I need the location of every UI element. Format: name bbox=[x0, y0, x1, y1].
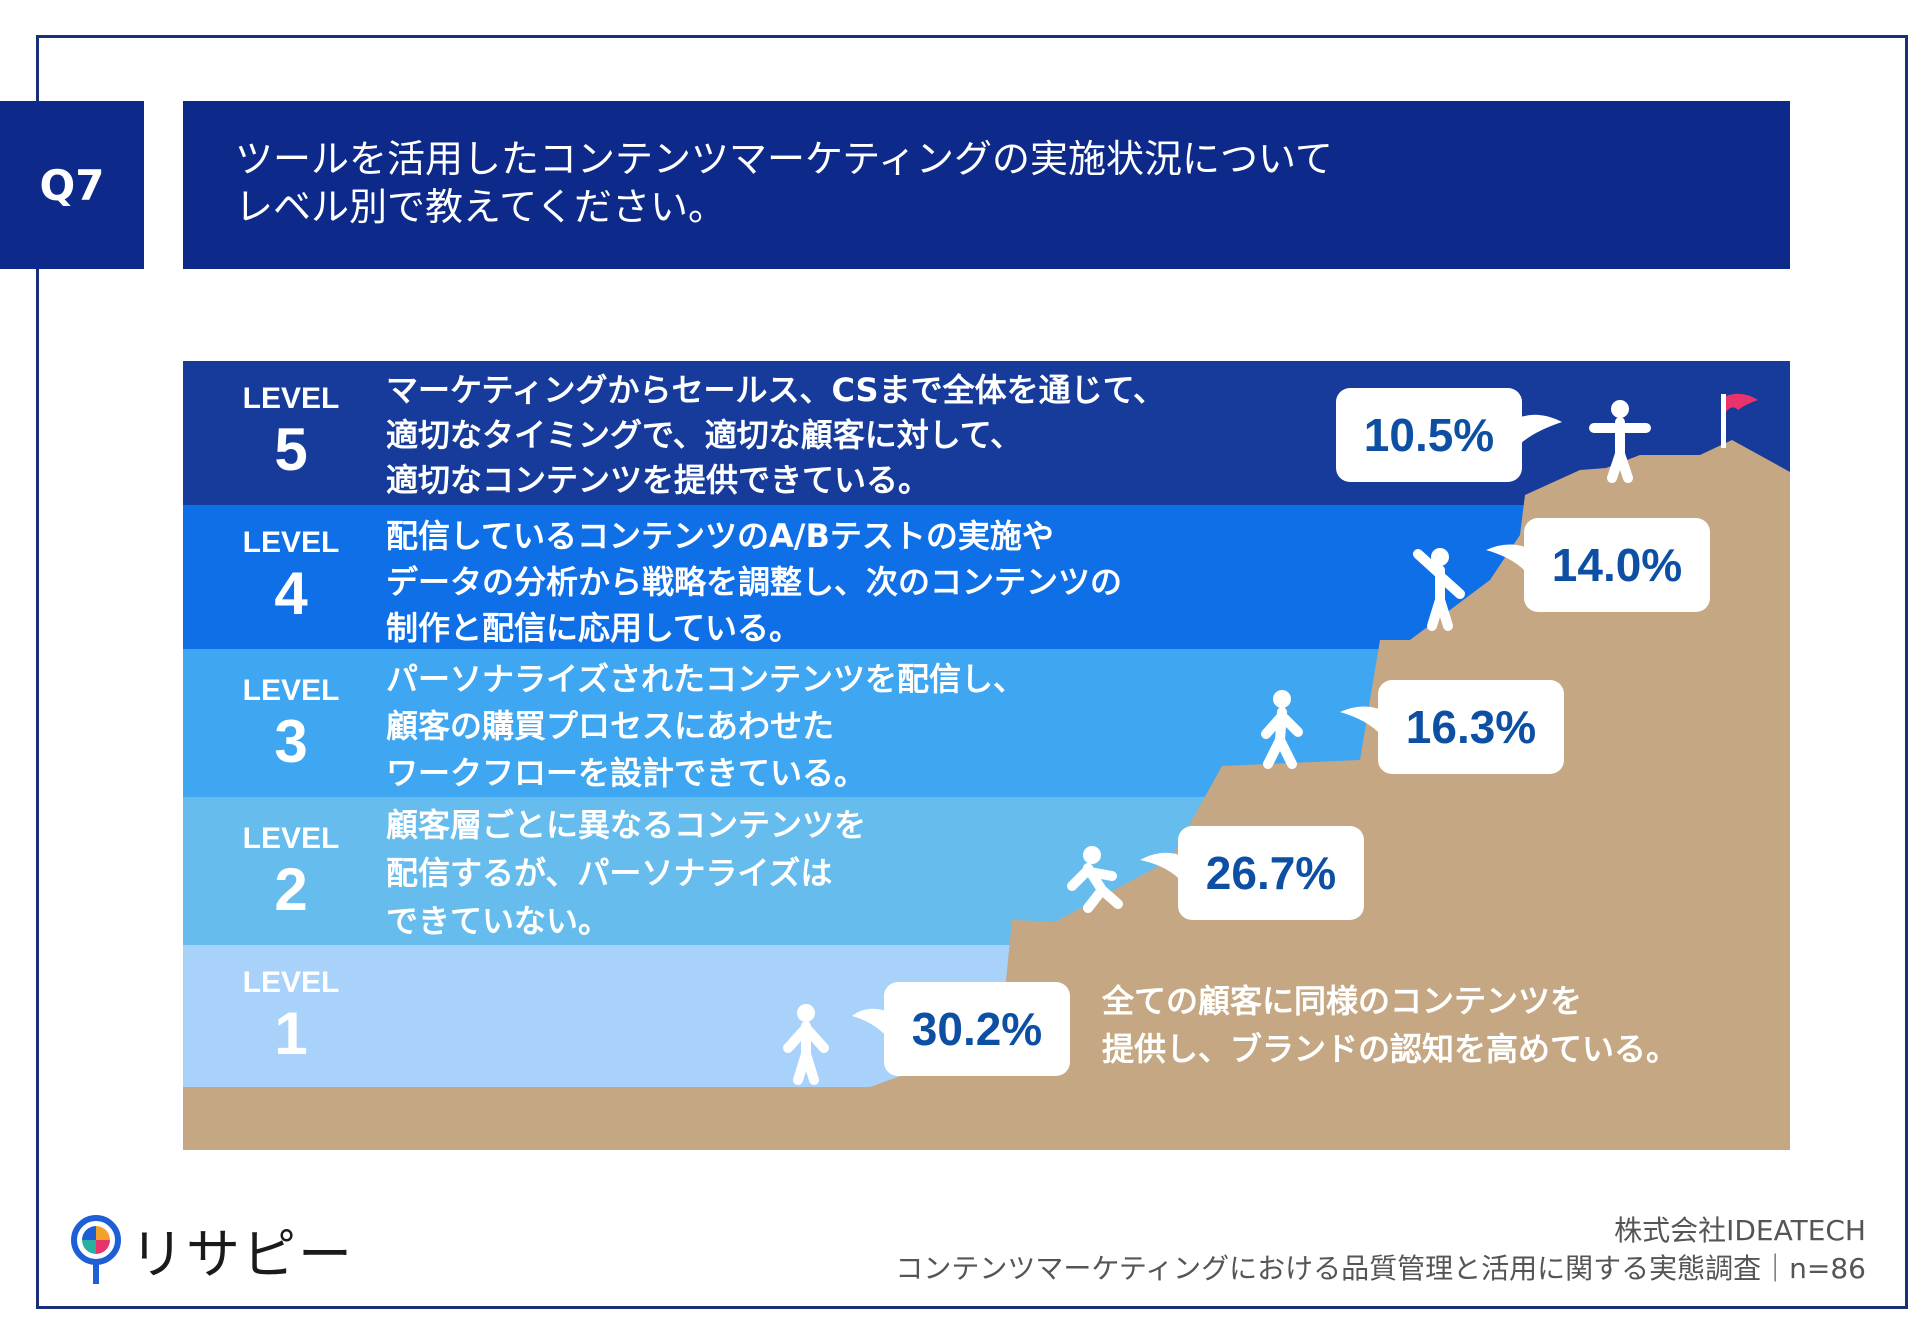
bubble-tail bbox=[1340, 706, 1382, 736]
level-5-desc-line-2: 適切なタイミングで、適切な顧客に対して、 bbox=[386, 416, 1022, 454]
mountain-shape bbox=[183, 440, 1790, 1150]
level-2-label: LEVEL bbox=[243, 822, 340, 855]
question-banner: ツールを活用したコンテンツマーケティングの実施状況について レベル別で教えてくだ… bbox=[183, 101, 1790, 269]
level-4-desc-line-3: 制作と配信に応用している。 bbox=[386, 609, 801, 647]
footer-survey: コンテンツマーケティングにおける品質管理と活用に関する実態調査｜n=86 bbox=[895, 1252, 1866, 1285]
level-1-number: 1 bbox=[274, 1000, 307, 1067]
level-4-value: 14.0% bbox=[1552, 539, 1682, 591]
level-5-bubble bbox=[1336, 388, 1562, 482]
level-2-value: 26.7% bbox=[1206, 847, 1336, 899]
level-3-desc-line-3: ワークフローを設計できている。 bbox=[386, 754, 866, 792]
head bbox=[797, 1004, 815, 1022]
level-3-label: LEVEL bbox=[243, 674, 340, 707]
body bbox=[783, 1020, 829, 1085]
level-1-label: LEVEL bbox=[243, 966, 340, 999]
head bbox=[1431, 548, 1449, 566]
bubble-box bbox=[1178, 826, 1364, 920]
logo-pin-icon bbox=[71, 1214, 121, 1284]
level-4-bubble bbox=[1486, 518, 1710, 612]
body bbox=[1413, 549, 1465, 631]
level-1-desc-line-1: 全ての顧客に同様のコンテンツを bbox=[1101, 982, 1582, 1020]
bubble-box bbox=[1524, 518, 1710, 612]
head bbox=[1611, 400, 1629, 418]
brand-logo: リサピー bbox=[70, 1210, 354, 1289]
body bbox=[1589, 417, 1651, 483]
bubble-box bbox=[884, 982, 1070, 1076]
level-1-bubble bbox=[852, 982, 1070, 1076]
level-5-climber-icon bbox=[1589, 400, 1651, 483]
bubble-tail bbox=[1518, 414, 1562, 446]
level-5-label: LEVEL bbox=[243, 382, 340, 415]
question-number-badge: Q7 bbox=[0, 101, 144, 269]
level-2-desc-line-2: 配信するが、パーソナライズは bbox=[386, 854, 832, 892]
level-2-number: 2 bbox=[274, 856, 307, 923]
level-4-label: LEVEL bbox=[243, 526, 340, 559]
level-2-climber-icon bbox=[1067, 846, 1123, 913]
level-3-desc-line-1: パーソナライズされたコンテンツを配信し、 bbox=[386, 660, 1025, 698]
level-3-bubble bbox=[1340, 680, 1564, 774]
level-1-desc-line-2: 提供し、ブランドの認知を高めている。 bbox=[1102, 1030, 1678, 1068]
level-1-climber-icon bbox=[783, 1004, 829, 1085]
body bbox=[1067, 863, 1123, 913]
head bbox=[1083, 846, 1101, 864]
level-4-desc-line-1: 配信しているコンテンツのA/Bテストの実施や bbox=[386, 517, 1054, 555]
level-2-bubble bbox=[1140, 826, 1364, 920]
level-4-climber-icon bbox=[1413, 548, 1465, 631]
flag-cloth bbox=[1726, 393, 1758, 412]
level-5-desc-line-3: 適切なコンテンツを提供できている。 bbox=[386, 461, 930, 499]
level-5-number: 5 bbox=[274, 416, 307, 483]
level-5-desc-line-1: マーケティングからセールス、CSまで全体を通じて、 bbox=[386, 371, 1165, 409]
level-2-desc-line-1: 顧客層ごとに異なるコンテンツを bbox=[386, 806, 866, 844]
level-3-number: 3 bbox=[274, 708, 307, 775]
bubble-tail bbox=[1486, 544, 1528, 574]
footer-company: 株式会社IDEATECH bbox=[1614, 1214, 1866, 1247]
level-5-value: 10.5% bbox=[1364, 409, 1494, 461]
body bbox=[1261, 707, 1303, 769]
head bbox=[1273, 690, 1291, 708]
level-3-climber-icon bbox=[1261, 690, 1303, 769]
page-frame bbox=[36, 35, 1908, 1309]
bubble-tail bbox=[852, 1008, 888, 1038]
level-1-value: 30.2% bbox=[912, 1003, 1042, 1055]
level-3-desc-line-2: 顧客の購買プロセスにあわせた bbox=[386, 707, 834, 745]
bubble-tail bbox=[1140, 852, 1182, 882]
level-4-number: 4 bbox=[274, 560, 308, 627]
flag-pole bbox=[1721, 394, 1726, 448]
question-line-1: ツールを活用したコンテンツマーケティングの実施状況について bbox=[235, 137, 1333, 181]
bubble-box bbox=[1336, 388, 1522, 482]
question-number: Q7 bbox=[39, 160, 105, 210]
question-line-2: レベル別で教えてください。 bbox=[235, 185, 726, 229]
footer-credit: 株式会社IDEATECH コンテンツマーケティングにおける品質管理と活用に関する… bbox=[895, 1212, 1866, 1288]
level-4-desc-line-2: データの分析から戦略を調整し、次のコンテンツの bbox=[386, 563, 1122, 601]
level-2-desc-line-3: できていない。 bbox=[386, 902, 610, 940]
logo-text: リサピー bbox=[130, 1223, 354, 1286]
bubble-box bbox=[1378, 680, 1564, 774]
level-3-value: 16.3% bbox=[1406, 701, 1536, 753]
summit-flag-icon bbox=[1721, 393, 1758, 448]
